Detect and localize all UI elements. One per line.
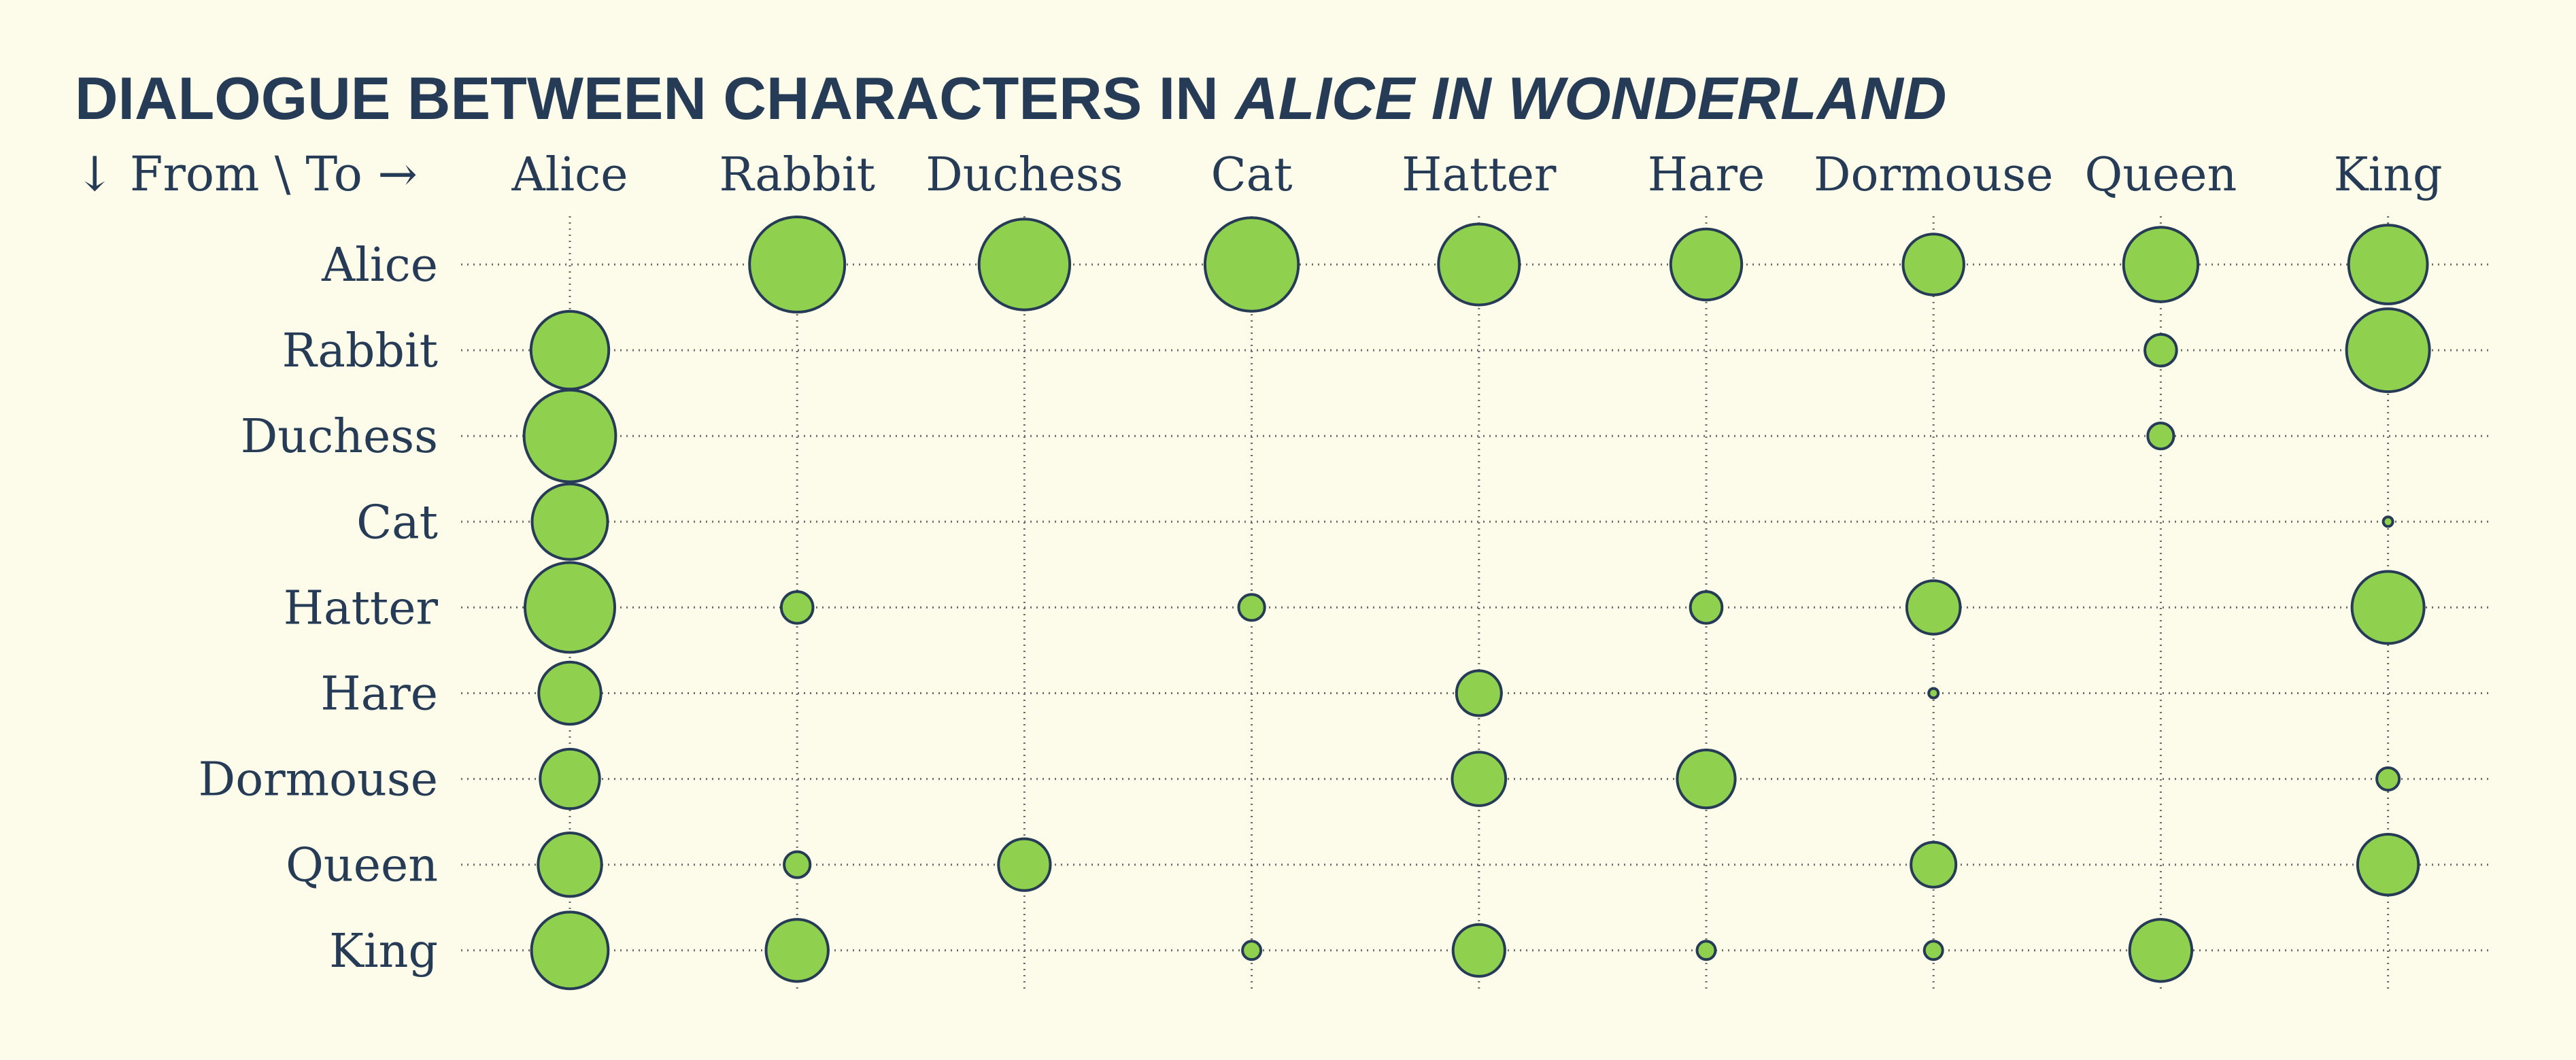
bubble-king-to-rabbit <box>764 918 830 983</box>
column-labels: Alice Rabbit Duchess Cat Hatter Hare Dormouse Q… <box>511 148 2443 202</box>
chart-title-prefix: DIALOGUE BETWEEN CHARACTERS IN <box>75 65 1235 132</box>
row-label-duchess: Duchess <box>241 410 438 464</box>
col-label-king: King <box>2334 148 2443 202</box>
bubble-dormouse-to-alice <box>539 747 601 810</box>
bubble-dormouse-to-hatter <box>1451 751 1508 807</box>
row-label-queen: Queen <box>286 839 438 893</box>
col-label-cat: Cat <box>1211 148 1293 202</box>
bubble-queen-to-duchess <box>997 837 1052 892</box>
corner-label: ↓ From \ To → <box>75 146 418 202</box>
bubble-rabbit-to-queen <box>2143 332 2178 368</box>
row-label-rabbit: Rabbit <box>282 324 438 378</box>
bubble-queen-to-king <box>2356 833 2420 897</box>
bubble-king-to-hare <box>1695 940 1717 961</box>
bubble-hare-to-hatter <box>1455 669 1503 717</box>
bubble-king-to-alice <box>530 910 610 991</box>
bubble-queen-to-dormouse <box>1910 840 1958 889</box>
bubble-rabbit-to-alice <box>529 309 611 391</box>
bubble-alice-to-dormouse <box>1901 233 1965 296</box>
bubble-dormouse-to-hare <box>1676 749 1737 810</box>
chart-title: DIALOGUE BETWEEN CHARACTERS IN ALICE IN … <box>75 65 1946 132</box>
row-label-hare: Hare <box>320 668 438 721</box>
bubble-hatter-to-hare <box>1689 590 1724 625</box>
col-label-dormouse: Dormouse <box>1814 148 2053 202</box>
bubble-alice-to-hare <box>1669 227 1744 302</box>
col-label-hare: Hare <box>1648 148 1765 202</box>
bubble-king-to-dormouse <box>1922 940 1944 961</box>
col-label-rabbit: Rabbit <box>719 148 875 202</box>
bubble-alice-to-rabbit <box>748 216 847 313</box>
bubble-hatter-to-rabbit <box>779 590 815 625</box>
bubble-rabbit-to-king <box>2345 307 2431 394</box>
bubbles <box>522 216 2431 991</box>
row-labels: Alice Rabbit Duchess Cat Hatter Hare Dormouse Q… <box>199 239 439 978</box>
bubble-alice-to-hatter <box>1437 222 1521 307</box>
row-label-dormouse: Dormouse <box>199 753 438 807</box>
col-label-hatter: Hatter <box>1402 148 1557 202</box>
bubble-cat-to-king <box>2382 515 2394 528</box>
bubble-cat-to-alice <box>530 482 609 561</box>
row-label-cat: Cat <box>356 496 438 549</box>
row-label-king: King <box>329 925 438 978</box>
chart-title-emphasis: ALICE IN WONDERLAND <box>1234 65 1946 132</box>
bubble-hatter-to-cat <box>1237 593 1266 622</box>
col-label-alice: Alice <box>511 148 628 202</box>
bubble-queen-to-rabbit <box>783 850 812 879</box>
row-label-hatter: Hatter <box>284 581 439 635</box>
bubble-hatter-to-dormouse <box>1905 579 1962 636</box>
bubble-alice-to-queen <box>2122 226 2200 303</box>
bubble-queen-to-alice <box>537 832 603 898</box>
col-label-queen: Queen <box>2084 148 2237 202</box>
bubble-hatter-to-alice <box>524 561 616 654</box>
bubble-hare-to-alice <box>537 660 603 726</box>
bubble-alice-to-cat <box>1203 216 1300 313</box>
grid-lines <box>461 216 2490 991</box>
bubble-alice-to-king <box>2347 224 2429 305</box>
row-label-alice: Alice <box>321 239 438 292</box>
bubble-duchess-to-alice <box>522 388 617 483</box>
bubble-hare-to-dormouse <box>1927 687 1940 700</box>
bubble-king-to-queen <box>2128 918 2194 983</box>
bubble-king-to-hatter <box>1451 923 1506 978</box>
bubble-alice-to-duchess <box>977 218 1072 311</box>
bubble-hatter-to-king <box>2350 570 2426 645</box>
bubble-king-to-cat <box>1241 940 1263 961</box>
col-label-duchess: Duchess <box>926 148 1123 202</box>
bubble-dormouse-to-king <box>2375 766 2401 792</box>
bubble-duchess-to-queen <box>2146 422 2175 451</box>
